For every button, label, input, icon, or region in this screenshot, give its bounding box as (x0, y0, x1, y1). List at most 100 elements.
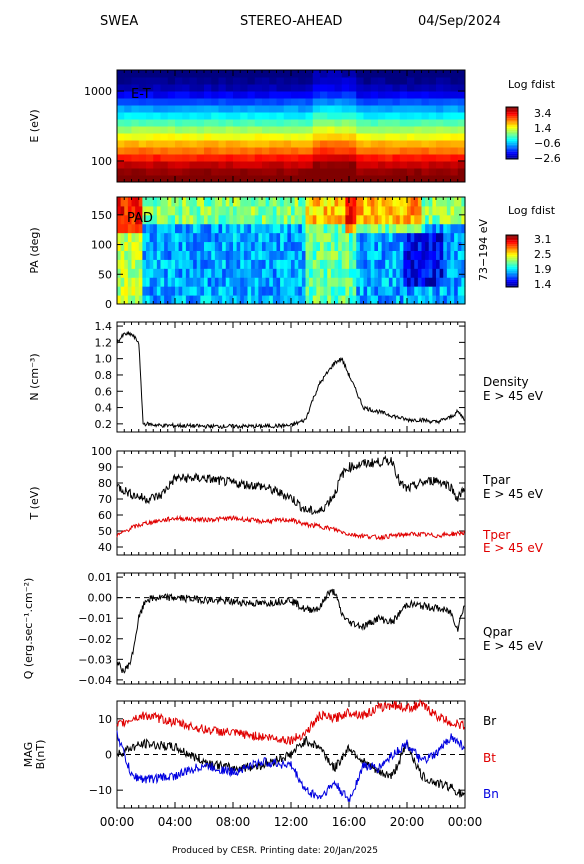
pad-cell (370, 277, 375, 287)
pad-cell (338, 223, 343, 234)
pad-cell (457, 295, 462, 305)
spectrogram-cell (218, 91, 227, 99)
pad-cell (149, 214, 154, 225)
pad-cell (374, 232, 379, 243)
colorbar-segment (506, 108, 518, 110)
pad-cell (432, 268, 437, 278)
pad-cell (349, 232, 354, 243)
spectrogram-cell (392, 161, 401, 169)
spectrogram-cell (218, 105, 227, 113)
pad-cell (301, 286, 307, 296)
spectrogram-cell (356, 161, 364, 169)
spectrogram-cell (247, 70, 256, 78)
spectrogram-cell (291, 77, 299, 85)
spectrogram-cell (320, 91, 328, 99)
pad-cell (204, 232, 209, 243)
spectrogram-cell (298, 154, 306, 162)
pad-cell (153, 223, 158, 234)
colorbar-segment (506, 246, 518, 249)
pad-cell (436, 277, 441, 287)
spectrogram-cell (327, 91, 335, 99)
spectrogram-cell (421, 77, 430, 85)
pad-cell (185, 197, 191, 207)
spectrogram-cell (414, 105, 422, 113)
pad-cell (341, 214, 346, 225)
pad-cell (320, 205, 325, 216)
pad-cell (439, 286, 444, 296)
pad-cell (146, 259, 151, 269)
pad-cell (189, 205, 194, 216)
pad-cell (127, 250, 133, 260)
pad-cell (378, 268, 383, 278)
pad-cell (204, 250, 209, 260)
spectrogram-cell (254, 126, 263, 134)
spectrogram-cell (312, 154, 321, 162)
pad-cell (428, 197, 433, 207)
spectrogram-cell (269, 98, 277, 106)
spectrogram-cell (334, 161, 343, 169)
spectrogram-cell (370, 70, 379, 78)
spectrogram-cell (211, 126, 219, 134)
pad-cell (425, 295, 430, 305)
spectrogram-cell (392, 126, 401, 134)
spectrogram-cell (414, 84, 422, 92)
pad-cell (214, 277, 220, 287)
pad-cell (410, 259, 415, 269)
pad-cell (207, 214, 212, 225)
pad-cell (258, 223, 263, 234)
pad-cell (283, 241, 288, 251)
pad-cell (153, 250, 158, 260)
pad-cell (156, 286, 162, 296)
pad-cell (428, 295, 433, 305)
spectrogram-cell (167, 168, 176, 176)
spectrogram-cell (189, 154, 198, 162)
pad-cell (403, 205, 408, 216)
pad-cell (359, 250, 365, 260)
y-tick-label: 0.4 (95, 402, 113, 415)
spectrogram-cell (305, 175, 314, 183)
pad-cell (309, 286, 314, 296)
spectrogram-cell (196, 112, 205, 120)
legend-text: Bn (483, 787, 499, 801)
spectrogram-cell (117, 161, 125, 169)
pad-cell (370, 268, 375, 278)
spectrogram-cell (240, 77, 248, 85)
pad-cell (330, 268, 336, 278)
pad-cell (218, 241, 223, 251)
spectrogram-cell (167, 147, 176, 155)
pad-cell (251, 250, 256, 260)
spectrogram-cell (341, 105, 350, 113)
spectrogram-cell (320, 147, 328, 155)
pad-cell (135, 241, 140, 251)
pad-cell (265, 286, 270, 296)
pad-cell (233, 214, 238, 225)
pad-cell (135, 197, 140, 207)
pad-cell (436, 214, 441, 225)
spectrogram-cell (370, 168, 379, 176)
pad-cell (280, 205, 285, 216)
pad-cell (312, 268, 317, 278)
spectrogram-cell (233, 154, 241, 162)
spectrogram-cell (356, 147, 364, 155)
spectrogram-cell (189, 112, 198, 120)
pad-cell (258, 250, 263, 260)
pad-cell (149, 277, 154, 287)
spectrogram-cell (160, 112, 169, 120)
pad-cell (410, 232, 415, 243)
colorbar-segment (506, 268, 518, 271)
pad-cell (233, 277, 238, 287)
pad-cell (316, 286, 321, 296)
spectrogram-cell (305, 168, 314, 176)
pad-cell (298, 241, 303, 251)
spectrogram-cell (320, 126, 328, 134)
spectrogram-cell (138, 119, 147, 127)
spectrogram-cell (414, 168, 422, 176)
pad-cell (207, 286, 212, 296)
spectrogram-cell (269, 168, 277, 176)
spectrogram-cell (167, 112, 176, 120)
spectrogram-cell (298, 126, 306, 134)
pad-cell (142, 268, 147, 278)
spectrogram-cell (182, 77, 190, 85)
spectrogram-cell (175, 77, 183, 85)
pad-cell (312, 241, 317, 251)
